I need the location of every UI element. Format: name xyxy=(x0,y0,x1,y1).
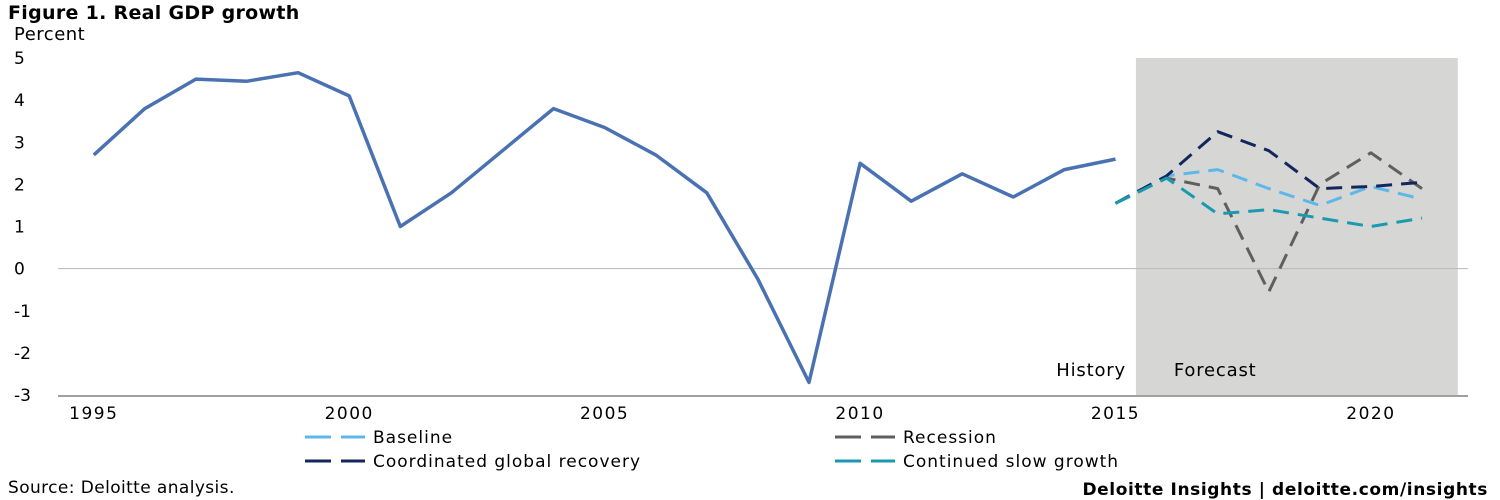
forecast-annotation: Forecast xyxy=(1174,360,1257,381)
credit-line: Deloitte Insights | deloitte.com/insight… xyxy=(1082,480,1488,500)
gdp-line-chart: 5 4 3 2 1 0 -1 -2 -3 1995 2000 2005 2010 2015 2020 Hist… xyxy=(14,49,1468,472)
y-tick-label: 5 xyxy=(14,49,25,69)
series-line-continued-slow-growth xyxy=(1114,176,1423,228)
history-annotation: History xyxy=(1056,360,1126,381)
x-tick-label: 2015 xyxy=(1091,404,1140,424)
source-note: Source: Deloitte analysis. xyxy=(8,478,235,498)
y-axis-label: Percent xyxy=(14,24,86,45)
chart-title: Figure 1. Real GDP growth xyxy=(8,2,300,24)
y-tick-label: -2 xyxy=(14,344,31,364)
x-tick-label: 2010 xyxy=(835,404,884,424)
series-line-history xyxy=(92,70,1116,385)
y-tick-label: 0 xyxy=(14,260,25,280)
series-line-coordinated-global-recovery xyxy=(1114,130,1423,205)
y-tick-label: 1 xyxy=(14,218,25,238)
legend-label: Coordinated global recovery xyxy=(373,452,641,472)
legend-label: Continued slow growth xyxy=(903,452,1119,472)
x-tick-label: 1995 xyxy=(69,404,118,424)
legend-label: Baseline xyxy=(373,428,453,448)
y-tick-label: -1 xyxy=(14,302,31,322)
forecast-region xyxy=(1135,58,1458,395)
y-tick-label: 3 xyxy=(14,133,25,153)
x-tick-label: 2005 xyxy=(580,404,629,424)
x-tick-label: 2000 xyxy=(325,404,374,424)
legend-label: Recession xyxy=(903,428,997,448)
x-tick-label: 2020 xyxy=(1346,404,1395,424)
y-tick-label: -3 xyxy=(14,386,31,406)
y-tick-label: 2 xyxy=(14,175,25,195)
y-tick-label: 4 xyxy=(14,91,25,111)
